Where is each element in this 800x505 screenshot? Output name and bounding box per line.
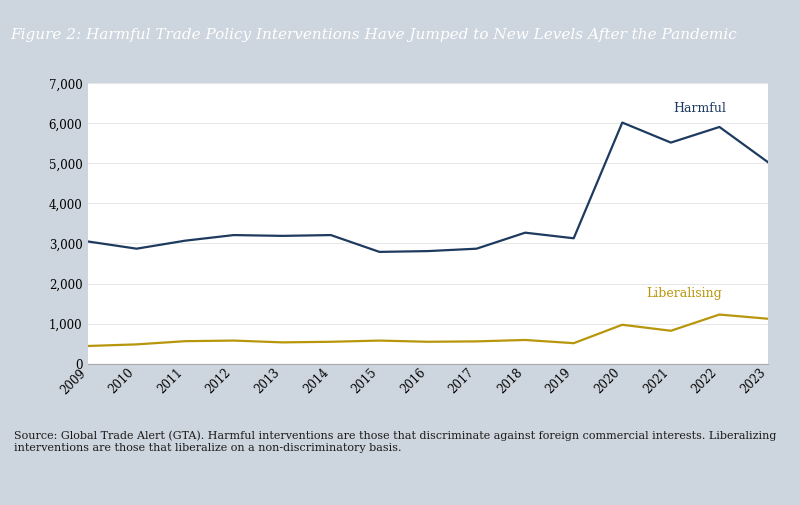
Text: Liberalising: Liberalising (646, 287, 722, 300)
Text: Figure 2: Harmful Trade Policy Interventions Have Jumped to New Levels After the: Figure 2: Harmful Trade Policy Intervent… (10, 28, 737, 42)
Text: Source: Global Trade Alert (GTA). Harmful interventions are those that discrimin: Source: Global Trade Alert (GTA). Harmfu… (14, 430, 777, 452)
Text: Harmful: Harmful (674, 102, 726, 115)
